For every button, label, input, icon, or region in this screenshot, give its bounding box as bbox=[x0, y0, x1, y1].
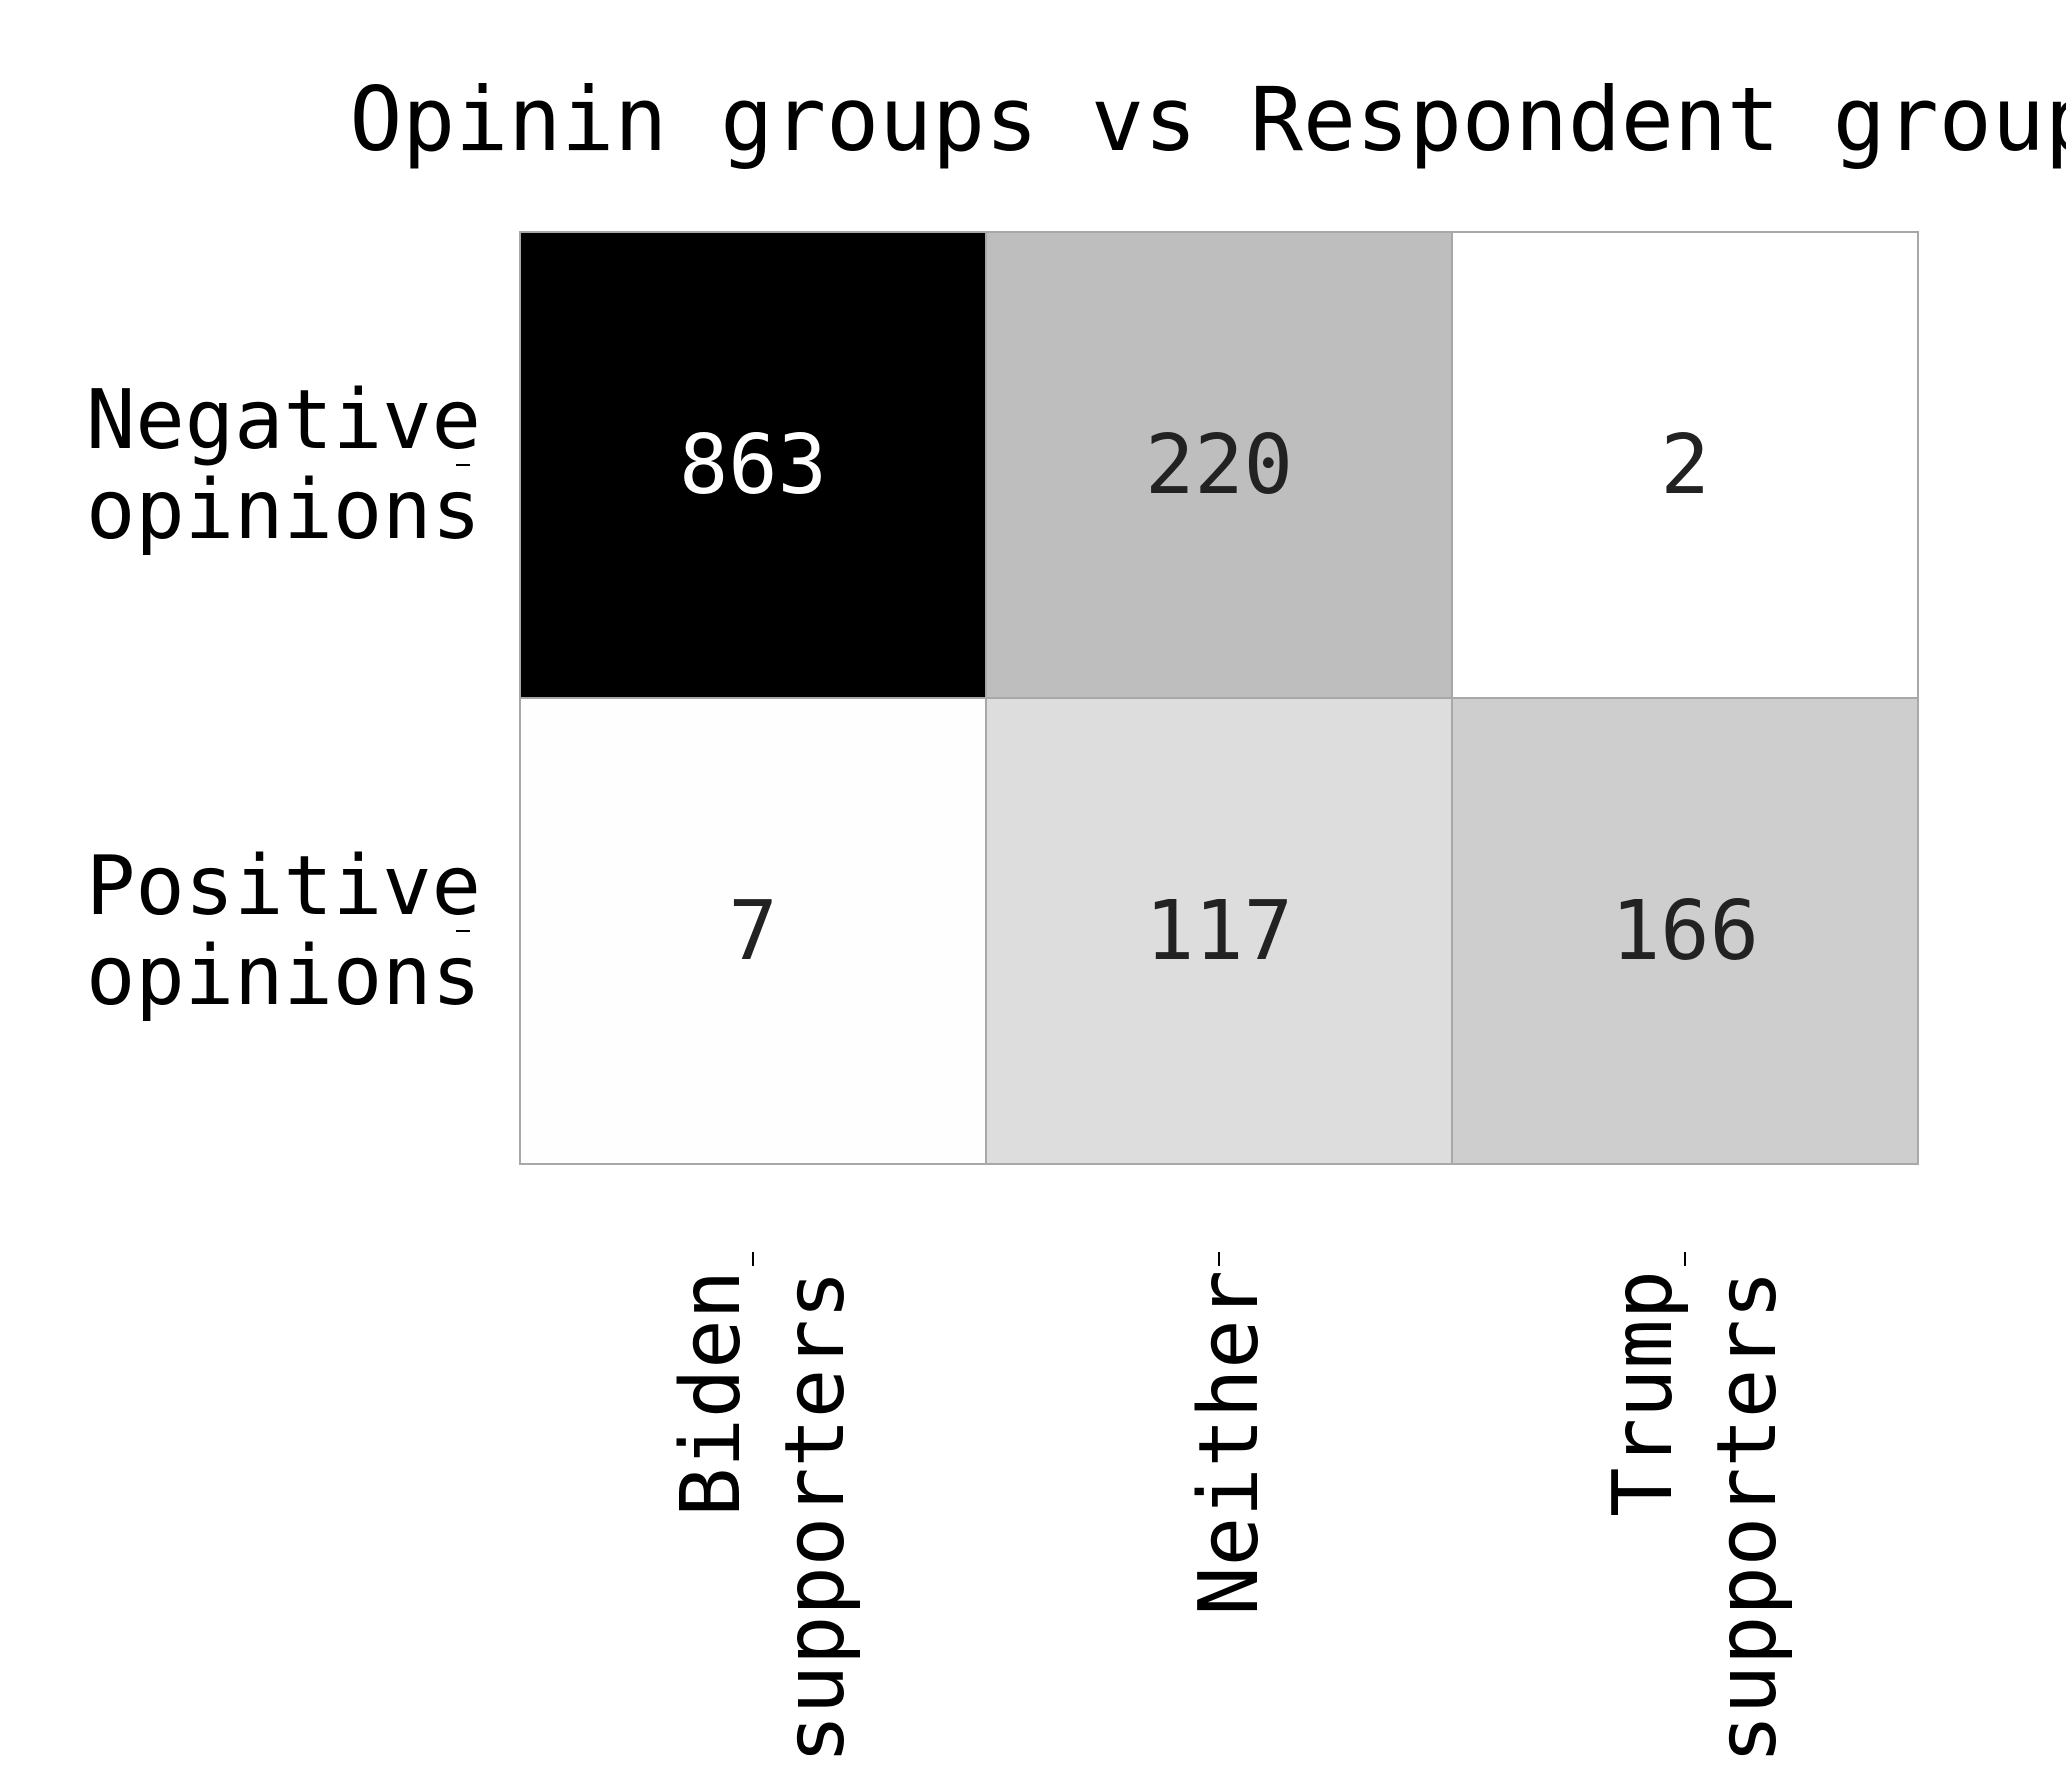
heatmap-cells bbox=[519, 231, 1919, 1165]
heatmap-cell bbox=[519, 697, 987, 1165]
heatmap-cell bbox=[985, 697, 1453, 1165]
column-tick-label: Biden supporters bbox=[664, 1270, 863, 1764]
heatmap-cell bbox=[1451, 231, 1919, 699]
row-tick-label: Positive opinions bbox=[86, 839, 481, 1024]
heatmap-cell bbox=[985, 231, 1453, 699]
heatmap-cell bbox=[1451, 697, 1919, 1165]
column-tick-label: Trump supporters bbox=[1596, 1270, 1795, 1764]
cell-value-label: 220 bbox=[1145, 418, 1293, 513]
column-tick-label: Neither bbox=[1182, 1270, 1277, 1616]
cell-value-label: 117 bbox=[1145, 884, 1293, 979]
chart-title: Opinin groups vs Respondent groups bbox=[349, 68, 2066, 171]
cell-value-label: 863 bbox=[679, 418, 827, 513]
cell-value-label: 166 bbox=[1611, 884, 1759, 979]
heatmap-cell bbox=[519, 231, 987, 699]
cell-value-label: 7 bbox=[728, 884, 777, 979]
heatmap-labels: 863 220 2 7 117 166 Negative opinions Positive op… bbox=[86, 373, 1795, 1764]
row-tick-label: Negative opinions bbox=[86, 373, 481, 558]
cell-value-label: 2 bbox=[1660, 418, 1709, 513]
